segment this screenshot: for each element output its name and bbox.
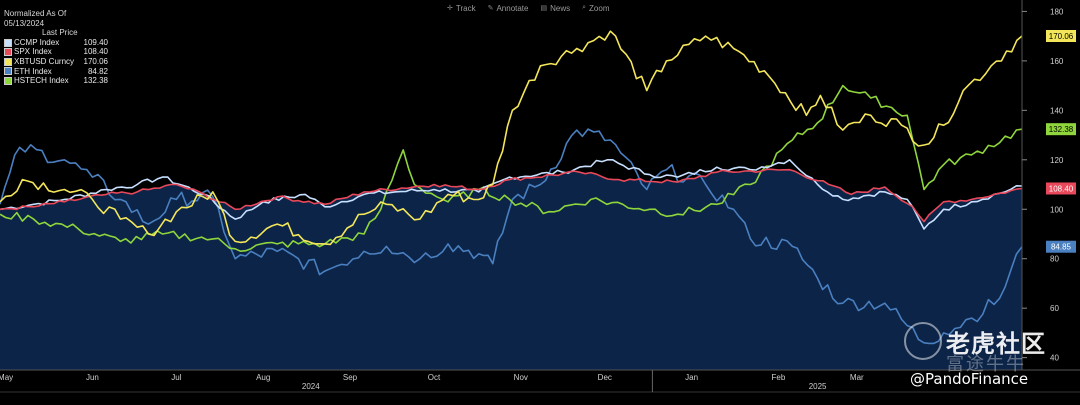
x-tick-label: Jun [86, 373, 99, 382]
x-tick-label: May [0, 373, 13, 382]
track-label: Track [455, 3, 476, 13]
crosshair-icon: ✛ [447, 5, 453, 12]
x-tick-label: Feb [772, 373, 786, 382]
zoom-button[interactable]: ⌕ Zoom [582, 2, 609, 14]
legend-item-ccmp[interactable]: CCMP Index 109.40 [4, 38, 108, 48]
y-tick-label: 140 [1050, 106, 1064, 115]
legend-value: 132.38 [83, 76, 108, 86]
track-button[interactable]: ✛ Track [447, 2, 476, 14]
series-line-eth [0, 128, 1023, 345]
legend-value: 109.40 [83, 37, 108, 47]
y-tick-label: 100 [1050, 205, 1064, 214]
zoom-label: Zoom [589, 3, 610, 13]
x-tick-label: Sep [343, 373, 358, 382]
y-tick-label: 160 [1050, 57, 1064, 66]
legend-swatch-xbtusd [4, 57, 12, 66]
legend-value: 84.82 [87, 66, 108, 76]
last-value-label: 132.38 [1049, 125, 1074, 134]
legend-name: ETH Index [14, 66, 52, 76]
series-line-spx [0, 168, 1023, 223]
legend-item-hstech[interactable]: HSTECH Index 132.38 [4, 76, 108, 86]
series-line-hstech [0, 84, 1023, 252]
legend-swatch-ccmp [4, 38, 12, 47]
legend-item-spx[interactable]: SPX Index 108.40 [4, 47, 108, 57]
last-value-tag [1046, 30, 1076, 43]
y-tick-label: 180 [1050, 7, 1064, 16]
last-value-label: 84.85 [1051, 243, 1072, 252]
last-value-label: 108.40 [1049, 184, 1074, 193]
legend-item-eth[interactable]: ETH Index 84.82 [4, 67, 108, 77]
series-line-xbtusd [0, 30, 1023, 246]
x-tick-label: Aug [256, 373, 270, 382]
x-tick-label: Mar [850, 373, 864, 382]
last-value-tag [1046, 182, 1076, 195]
pencil-icon: ✎ [487, 5, 494, 12]
x-year-label: 2024 [302, 382, 320, 391]
y-tick-label: 40 [1050, 354, 1059, 363]
legend-header: Normalized As Of 05/13/2024 [4, 9, 67, 28]
legend-name: CCMP Index [14, 37, 60, 47]
watermark-sub: 富途牛牛 [946, 354, 1026, 375]
news-label: News [550, 3, 571, 13]
legend-subheader: Last Price [42, 28, 78, 38]
x-year-label: 2025 [809, 382, 827, 391]
x-tick-label: Nov [514, 373, 528, 382]
last-value-tag [1046, 123, 1076, 136]
legend-item-xbtusd[interactable]: XBTUSD Curncy 170.06 [4, 57, 108, 67]
y-tick-label: 80 [1050, 255, 1059, 264]
chart-legend: Normalized As Of 05/13/2024 Last Price C… [4, 9, 108, 86]
x-tick-label: Jul [171, 373, 181, 382]
news-button[interactable]: ▤ News [540, 2, 570, 14]
spx-area-fill [0, 169, 1022, 370]
legend-value: 170.06 [83, 56, 108, 66]
news-icon: ▤ [540, 5, 548, 12]
legend-name: SPX Index [14, 47, 52, 57]
legend-name: XBTUSD Curncy [14, 56, 75, 66]
legend-swatch-eth [4, 67, 12, 76]
watermark-brand: 老虎社区 [946, 330, 1046, 358]
x-tick-label: Jan [685, 373, 698, 382]
legend-swatch-spx [4, 48, 12, 57]
annotate-button[interactable]: ✎ Annotate [488, 2, 529, 14]
last-value-label: 170.06 [1049, 32, 1074, 41]
last-value-tag [1046, 240, 1076, 253]
legend-name: HSTECH Index [14, 76, 69, 86]
watermark-handle: @PandoFinance [910, 370, 1029, 388]
series-line-ccmp [0, 159, 1023, 230]
x-tick-label: Oct [428, 373, 441, 382]
y-tick-label: 60 [1050, 304, 1059, 313]
legend-value: 108.40 [83, 47, 108, 57]
watermark-logo-icon [904, 322, 942, 360]
x-tick-label: Dec [598, 373, 612, 382]
annotate-label: Annotate [496, 3, 529, 13]
chart-toolbar: ✛ Track ✎ Annotate ▤ News ⌕ Zoom [447, 2, 610, 14]
y-tick-label: 120 [1050, 156, 1064, 165]
magnifier-icon: ⌕ [582, 4, 587, 11]
legend-swatch-hstech [4, 76, 12, 85]
